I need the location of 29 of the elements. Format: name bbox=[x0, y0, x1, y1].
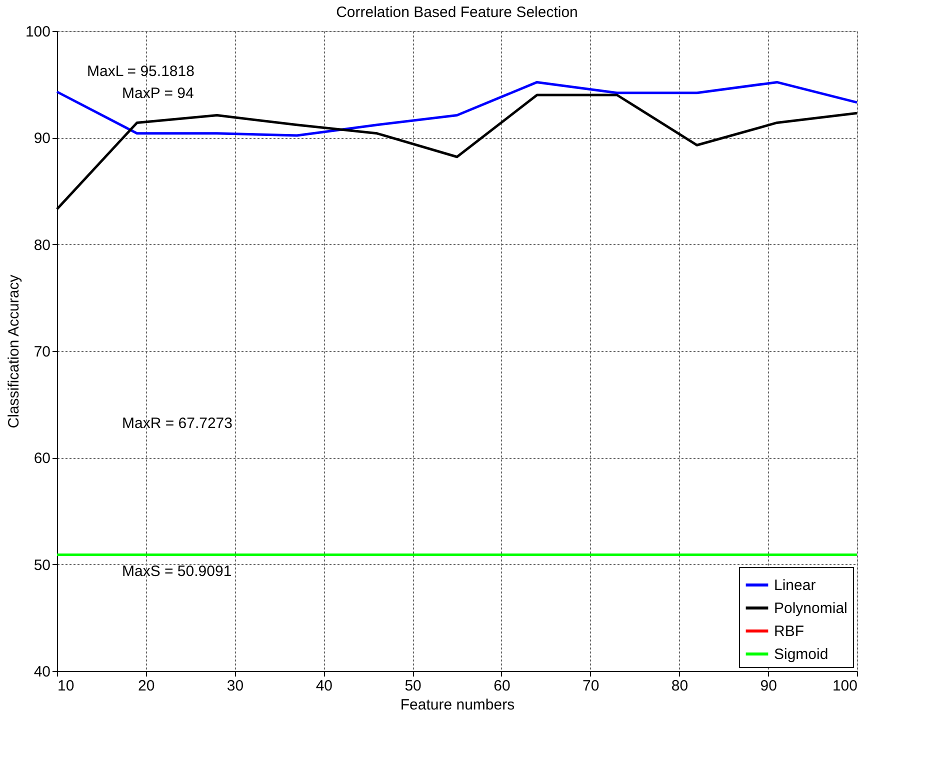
annotation: MaxP = 94 bbox=[122, 85, 194, 102]
y-axis-title: Classification Accuracy bbox=[5, 274, 22, 428]
x-tick-label: 70 bbox=[582, 678, 600, 694]
x-tick-label: 30 bbox=[226, 678, 244, 694]
y-tick-label: 50 bbox=[34, 556, 50, 574]
x-tick-label: 60 bbox=[494, 678, 510, 694]
legend-label: Polynomial bbox=[774, 600, 848, 617]
x-axis-title: Feature numbers bbox=[400, 696, 515, 714]
y-tick-label: 100 bbox=[25, 24, 50, 40]
x-tick-label: 100 bbox=[832, 678, 858, 694]
y-tick-label: 80 bbox=[34, 236, 50, 254]
line-series bbox=[56, 80, 858, 137]
legend-label: RBF bbox=[774, 623, 804, 640]
annotation: MaxS = 50.9091 bbox=[122, 563, 232, 580]
x-tick-label: 10 bbox=[58, 678, 74, 694]
y-tick-label: 40 bbox=[34, 664, 50, 680]
x-tick-label: 40 bbox=[316, 678, 333, 694]
annotation: MaxL = 95.1818 bbox=[87, 63, 194, 80]
y-tick-label: 60 bbox=[34, 450, 50, 468]
x-tick-label: 80 bbox=[671, 678, 688, 694]
annotation: MaxR = 67.7273 bbox=[122, 415, 232, 432]
legend-label: Linear bbox=[774, 577, 816, 594]
x-tick-label: 20 bbox=[138, 678, 155, 694]
x-tick-label: 90 bbox=[760, 678, 777, 694]
chart-title: Correlation Based Feature Selection bbox=[336, 4, 578, 21]
legend-label: Sigmoid bbox=[774, 646, 828, 663]
y-tick-label: 70 bbox=[34, 344, 50, 360]
y-tick-label: 90 bbox=[34, 130, 50, 148]
x-tick-label: 50 bbox=[404, 678, 422, 694]
